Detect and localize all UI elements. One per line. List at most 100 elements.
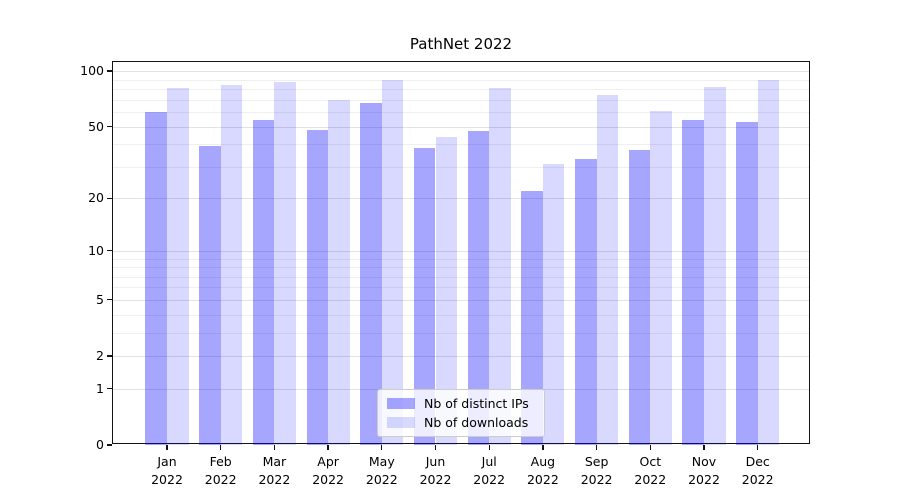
x-tick-month: Mar	[262, 454, 287, 469]
x-tick-month: Apr	[317, 454, 339, 469]
bar-nb-of-distinct-ips-jul	[467, 131, 490, 445]
y-tick-50	[107, 125, 112, 128]
x-tick-label-jul: Jul 2022	[457, 453, 521, 489]
gridline-minor-4	[113, 314, 809, 316]
gridline-minor-60	[113, 111, 809, 113]
x-tick-month: Jul	[481, 454, 497, 469]
y-tick-label-5: 5	[96, 291, 104, 307]
gridline-major-10	[113, 250, 809, 252]
x-tick-year: 2022	[419, 472, 452, 487]
legend-swatch-distinct-ips	[387, 398, 415, 409]
x-tick-month: Jan	[157, 454, 177, 469]
x-tick-label-dec: Dec 2022	[726, 453, 790, 489]
x-tick-label-nov: Nov 2022	[672, 453, 736, 489]
y-tick-label-20: 20	[88, 190, 104, 206]
x-tick-year: 2022	[204, 472, 237, 487]
x-tick-sep	[595, 445, 598, 450]
bar-nb-of-distinct-ips-aug	[521, 191, 543, 445]
y-tick-100	[107, 70, 112, 72]
y-tick-label-50: 50	[88, 118, 104, 134]
bar-nb-of-downloads-jun	[435, 136, 458, 445]
x-tick-may	[381, 445, 383, 450]
x-tick-year: 2022	[312, 472, 344, 487]
y-tick-2	[107, 355, 112, 357]
x-tick-month: Oct	[639, 454, 662, 469]
plot-area: 0 1 2 5 10 20 50 100 Jan 2022 Feb 2022 Mar 2022 Apr 202…	[80, 61, 810, 487]
x-tick-year: 2022	[526, 472, 559, 487]
x-tick-dec	[757, 445, 759, 450]
bar-nb-of-distinct-ips-jun	[413, 148, 436, 445]
bar-nb-of-downloads-sep	[596, 95, 619, 445]
x-tick-label-feb: Feb 2022	[189, 453, 253, 489]
x-tick-label-jan: Jan 2022	[135, 453, 199, 489]
legend: Nb of distinct IPs Nb of downloads	[377, 389, 545, 437]
x-tick-label-may: May 2022	[350, 453, 414, 489]
y-tick-5	[107, 299, 112, 301]
gridline-minor-30	[113, 166, 809, 168]
x-tick-label-aug: Aug 2022	[511, 453, 575, 489]
bar-nb-of-downloads-feb	[220, 85, 243, 445]
x-tick-year: 2022	[258, 472, 291, 487]
x-tick-year: 2022	[365, 472, 398, 487]
bar-nb-of-downloads-nov	[704, 87, 726, 445]
bar-nb-of-distinct-ips-oct	[628, 150, 651, 445]
x-tick-month: Nov	[691, 454, 717, 469]
bar-nb-of-distinct-ips-apr	[306, 129, 329, 445]
x-tick-month: Aug	[530, 454, 556, 469]
x-tick-label-sep: Sep 2022	[565, 453, 629, 489]
x-tick-jan	[166, 445, 168, 450]
gridline-major-20	[113, 198, 809, 200]
x-tick-year: 2022	[634, 472, 667, 487]
gridline-minor-8	[113, 267, 809, 268]
x-tick-mar	[273, 445, 276, 450]
y-tick-label-2: 2	[96, 348, 104, 363]
x-tick-nov	[703, 445, 705, 450]
gridline-major-5	[113, 299, 809, 301]
legend-item-distinct-ips: Nb of distinct IPs	[387, 396, 534, 411]
bar-nb-of-downloads-may	[381, 79, 404, 445]
x-tick-year: 2022	[741, 472, 774, 487]
y-tick-0	[107, 444, 112, 446]
x-tick-month: Feb	[209, 454, 232, 469]
bar-nb-of-distinct-ips-nov	[682, 120, 704, 445]
legend-item-downloads: Nb of downloads	[387, 415, 534, 430]
bar-nb-of-distinct-ips-dec	[736, 121, 758, 445]
gridline-minor-7	[113, 276, 809, 278]
bar-nb-of-distinct-ips-mar	[252, 120, 275, 445]
x-tick-jun	[434, 445, 437, 450]
bar-nb-of-downloads-oct	[650, 110, 672, 445]
gridline-minor-80	[113, 89, 809, 90]
bar-nb-of-downloads-aug	[542, 164, 565, 445]
x-tick-year: 2022	[580, 472, 613, 487]
bar-nb-of-distinct-ips-sep	[575, 159, 597, 445]
x-tick-year: 2022	[151, 472, 183, 487]
chart-title: PathNet 2022	[409, 35, 513, 53]
gridline-minor-9	[113, 258, 809, 260]
x-tick-month: Jun	[425, 454, 446, 469]
x-tick-feb	[220, 445, 222, 450]
bar-nb-of-downloads-jan	[167, 88, 189, 445]
gridline-minor-40	[113, 144, 809, 146]
x-tick-month: May	[368, 454, 395, 469]
x-tick-label-mar: Mar 2022	[242, 453, 306, 489]
legend-label-downloads: Nb of downloads	[424, 415, 529, 430]
bar-nb-of-distinct-ips-may	[360, 103, 382, 445]
y-tick-10	[107, 250, 112, 252]
x-tick-month: Sep	[584, 454, 609, 469]
x-tick-aug	[542, 445, 544, 450]
bar-nb-of-distinct-ips-jan	[145, 111, 167, 445]
gridline-minor-70	[113, 99, 809, 101]
gridline-major-50	[113, 126, 809, 128]
x-tick-year: 2022	[688, 472, 720, 487]
x-tick-apr	[327, 445, 329, 450]
y-tick-label-100: 100	[80, 63, 104, 79]
x-tick-jul	[488, 445, 490, 450]
y-tick-20	[107, 197, 112, 199]
gridline-major-100	[113, 71, 809, 73]
bar-nb-of-downloads-dec	[757, 80, 780, 445]
x-tick-oct	[649, 445, 651, 450]
bar-nb-of-downloads-apr	[328, 99, 350, 445]
legend-label-distinct-ips: Nb of distinct IPs	[424, 396, 529, 411]
gridline-minor-90	[113, 79, 809, 81]
bar-nb-of-downloads-mar	[274, 82, 296, 445]
